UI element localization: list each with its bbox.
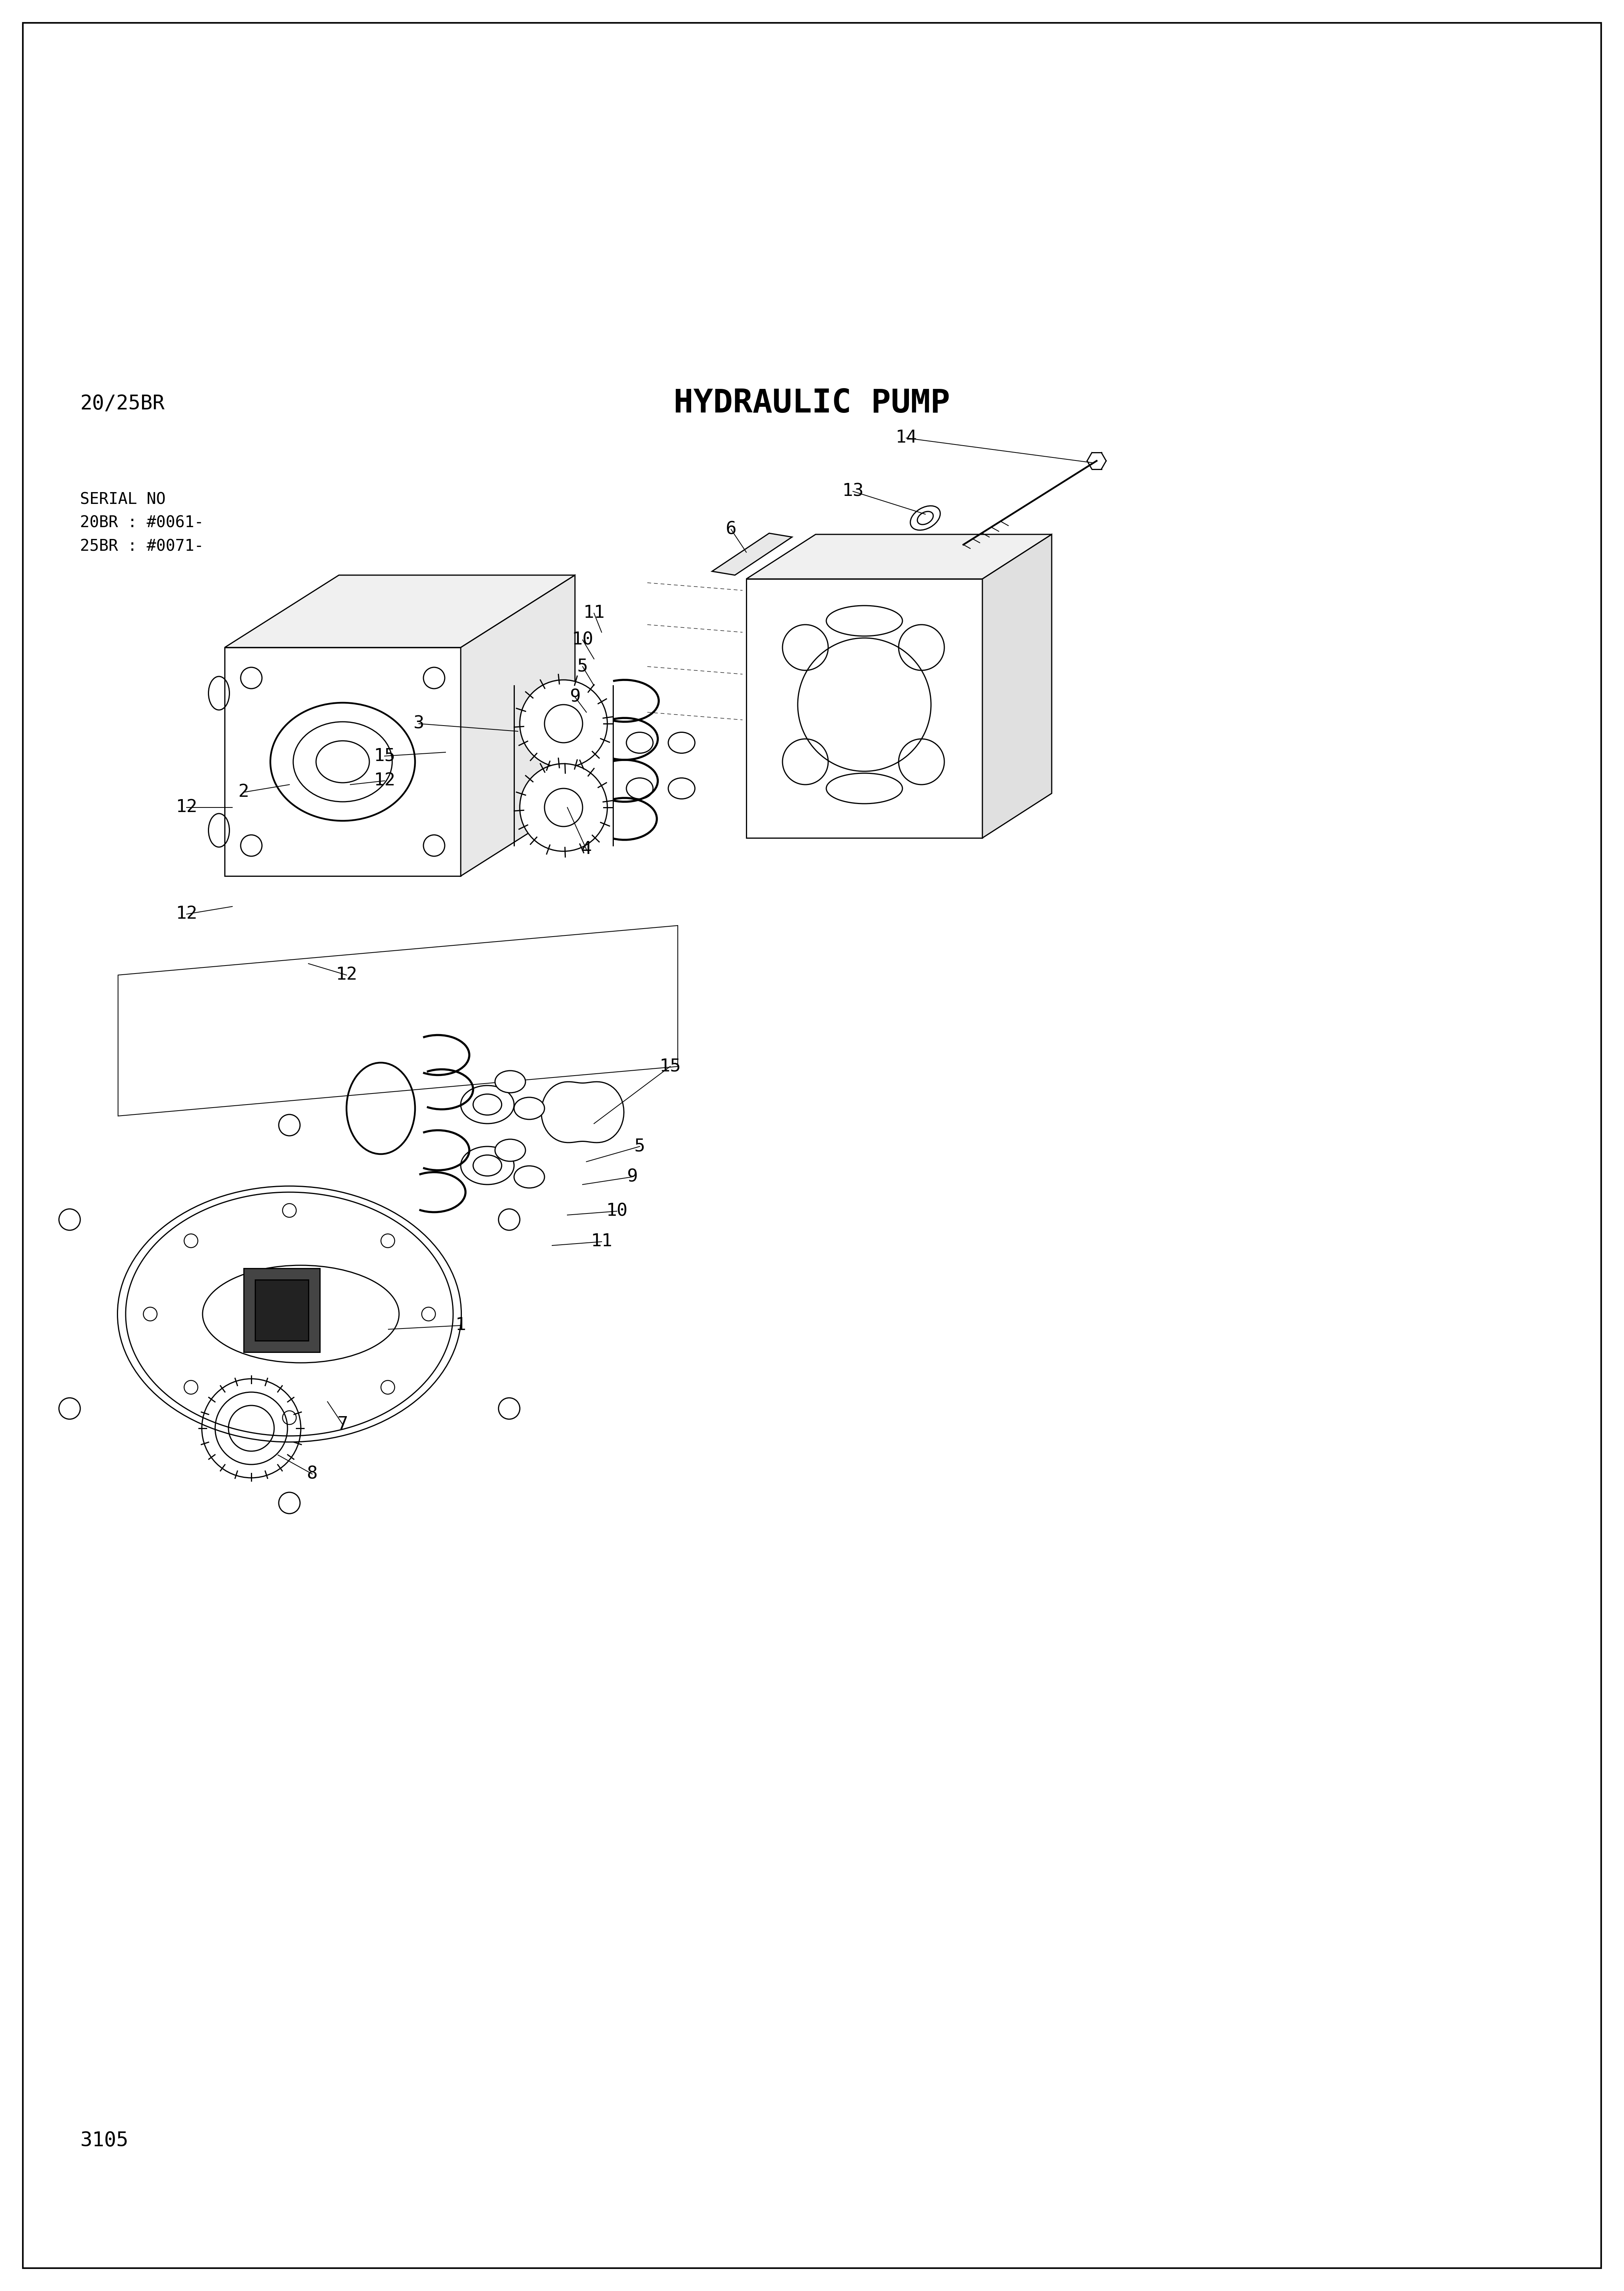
Ellipse shape [515, 1097, 544, 1120]
Polygon shape [461, 575, 575, 875]
Polygon shape [747, 580, 983, 839]
Ellipse shape [461, 1086, 515, 1123]
Polygon shape [541, 1081, 624, 1143]
Ellipse shape [627, 733, 653, 754]
Circle shape [520, 680, 607, 767]
Text: 12: 12 [374, 772, 395, 790]
Text: 5: 5 [635, 1139, 645, 1155]
Text: 15: 15 [374, 747, 395, 765]
Text: 8: 8 [307, 1466, 318, 1482]
Ellipse shape [627, 779, 653, 800]
Ellipse shape [667, 733, 695, 754]
Text: 11: 11 [583, 605, 604, 621]
Ellipse shape [515, 1166, 544, 1189]
Ellipse shape [667, 779, 695, 800]
Text: 4: 4 [581, 841, 591, 857]
Text: 12: 12 [175, 800, 198, 816]
Text: 2: 2 [239, 784, 248, 802]
Text: 20/25BR: 20/25BR [80, 394, 164, 415]
Text: 3: 3 [414, 715, 424, 733]
Polygon shape [224, 575, 575, 648]
Bar [244, 1269, 320, 1352]
Ellipse shape [461, 1146, 515, 1184]
Polygon shape [224, 648, 461, 875]
Polygon shape [125, 1191, 453, 1436]
Text: 14: 14 [895, 428, 918, 447]
Text: 11: 11 [591, 1233, 612, 1251]
Ellipse shape [495, 1070, 526, 1093]
Bar [255, 1281, 309, 1340]
Text: 13: 13 [843, 483, 864, 499]
Text: 3105: 3105 [80, 2131, 128, 2151]
Text: SERIAL NO
20BR : #0061-
25BR : #0071-: SERIAL NO 20BR : #0061- 25BR : #0071- [80, 490, 203, 554]
Ellipse shape [495, 1139, 526, 1162]
Text: 1: 1 [455, 1317, 466, 1333]
Polygon shape [711, 534, 793, 575]
Text: 12: 12 [336, 967, 357, 983]
Text: 5: 5 [577, 658, 588, 676]
Text: HYDRAULIC PUMP: HYDRAULIC PUMP [674, 387, 950, 419]
Text: 10: 10 [606, 1203, 628, 1219]
Polygon shape [747, 534, 1052, 580]
Text: 10: 10 [572, 632, 593, 648]
Circle shape [520, 763, 607, 852]
Polygon shape [983, 534, 1052, 839]
Text: 12: 12 [175, 905, 198, 923]
Text: 9: 9 [627, 1168, 638, 1184]
Text: 7: 7 [338, 1416, 348, 1434]
Text: 9: 9 [570, 687, 580, 706]
Text: 15: 15 [659, 1058, 680, 1074]
Text: 6: 6 [726, 520, 737, 538]
